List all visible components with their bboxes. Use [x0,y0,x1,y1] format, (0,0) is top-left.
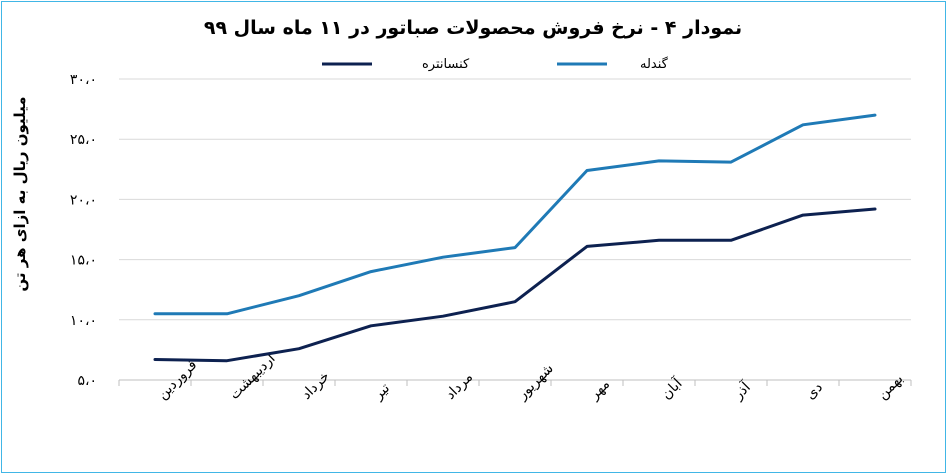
series-line-pellet [153,113,877,316]
y-axis-ticks: ۵،۰ ۱۰،۰ ۱۵،۰ ۲۰،۰ ۲۵،۰ ۳۰،۰ [70,72,97,389]
x-tick-label: آذر [729,378,754,403]
x-axis [118,379,912,386]
y-axis-label: میلیون ریال به ازای هر تن [11,96,29,291]
x-tick-label: شهریور [514,361,557,404]
x-tick-label: بهمن [875,371,907,403]
series-line-concentrate [153,207,877,363]
y-tick-label: ۱۰،۰ [70,313,97,329]
x-tick-label: خرداد [299,368,333,402]
y-tick-label: ۵،۰ [77,373,97,389]
chart-title: نمودار ۴ - نرخ فروش محصولات صباتور در ۱۱… [204,17,742,39]
legend-label-pellet: گندله [640,56,669,72]
legend: کنسانتره گندله [322,56,669,72]
x-axis-ticks: فروردین اردیبهشت خرداد تیر مرداد شهریور مهر آبا… [155,351,907,404]
legend-label-concentrate: کنسانتره [422,57,470,72]
y-tick-label: ۱۵،۰ [70,253,97,269]
x-tick-label: مرداد [443,369,477,403]
series-lines [153,113,877,363]
x-tick-label: تیر [370,380,393,403]
x-tick-label: دی [803,379,826,402]
x-tick-label: آبان [658,374,687,403]
y-tick-label: ۲۵،۰ [70,132,97,148]
gridlines [119,78,911,381]
y-tick-label: ۲۰،۰ [70,192,97,208]
y-tick-label: ۳۰،۰ [70,72,97,88]
